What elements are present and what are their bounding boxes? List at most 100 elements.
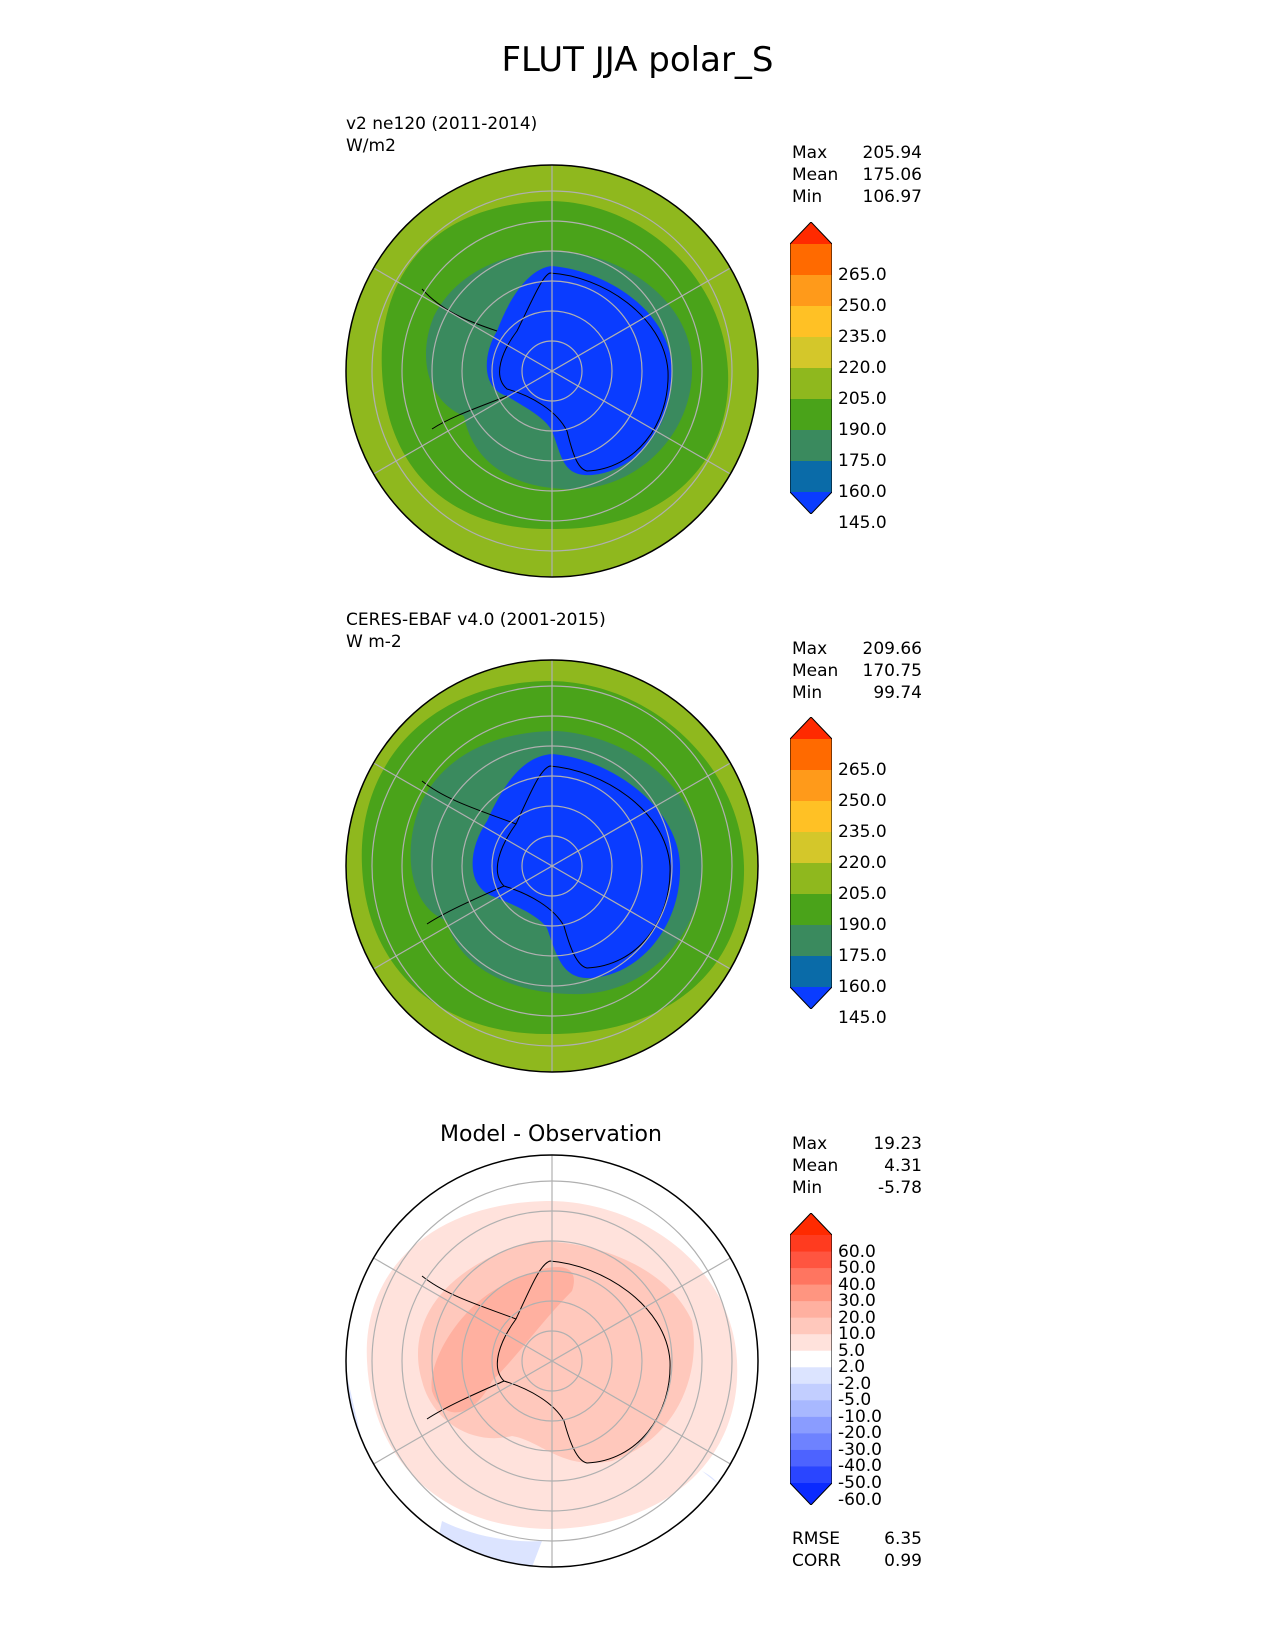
panel2-label: CERES-EBAF v4.0 (2001-2015) [346,610,606,630]
colorbar-segment [790,1367,832,1385]
panel2-polar-map [345,659,759,1073]
colorbar-tick-label: 175.0 [838,946,887,966]
colorbar-segment [790,1334,832,1352]
stat-row: Max 19.23 [792,1133,922,1155]
colorbar-segment [790,461,832,493]
colorbar-tick-label: 265.0 [838,265,887,285]
stat-label: Max [792,143,828,163]
colorbar-extend-bottom [790,1483,832,1505]
colorbar-segment [790,863,832,895]
colorbar-tick-label: 2.0 [838,1357,866,1378]
panel1-stats: Max 205.94 Mean 175.06 Min 106.97 [792,142,922,208]
figure-title: FLUT JJA polar_S [501,40,774,80]
colorbar-tick-label: 60.0 [838,1241,876,1262]
metric-value: 0.99 [884,1551,922,1571]
colorbar-segment [790,244,832,276]
colorbar-segment [790,430,832,462]
stat-row: Mean 175.06 [792,164,922,186]
colorbar-segment [790,1433,832,1451]
colorbar-segment [790,1400,832,1418]
colorbar-swatches [790,1213,832,1505]
colorbar-segment [790,1350,832,1368]
colorbar-tick-label: 205.0 [838,389,887,409]
stat-value: 4.31 [884,1156,922,1176]
panel2-units: W m-2 [346,632,402,652]
metric-label: RMSE [792,1529,841,1549]
colorbar-tick-label: 5.0 [838,1340,866,1361]
stat-row: Min -5.78 [792,1177,922,1199]
colorbar-tick-label: 160.0 [838,482,887,502]
stat-row: Max 205.94 [792,142,922,164]
stat-label: Max [792,639,828,659]
colorbar-segment [790,1235,832,1253]
colorbar-extend-bottom [790,987,832,1009]
panel1-label: v2 ne120 (2011-2014) [346,114,538,134]
colorbar-extend-top [790,1213,832,1235]
colorbar-tick-label: -60.0 [838,1489,882,1510]
stat-value: 209.66 [862,639,922,659]
panel1-colorbar: 265.0 250.0 235.0 220.0 205.0 190.0 175.0 160.0… [790,222,887,532]
colorbar-tick-label: 190.0 [838,915,887,935]
colorbar-tick-label: 250.0 [838,296,887,316]
colorbar-segment [790,832,832,864]
panel3-stats: Max 19.23 Mean 4.31 Min -5.78 [792,1133,922,1199]
colorbar-segment [790,770,832,802]
stat-label: Max [792,1134,828,1154]
colorbar-tick-label: 205.0 [838,884,887,904]
stat-label: Min [792,1178,823,1198]
colorbar-extend-top [790,222,832,244]
colorbar-tick-label: -30.0 [838,1439,882,1460]
colorbar-tick-label: 250.0 [838,791,887,811]
stat-row: Mean 4.31 [792,1155,922,1177]
colorbar-tick-label: 220.0 [838,853,887,873]
colorbar-tick-label: 175.0 [838,451,887,471]
colorbar-segment [790,399,832,431]
stat-value: 99.74 [873,683,922,703]
colorbar-tick-label: -5.0 [838,1390,872,1411]
colorbar-segment [790,1383,832,1401]
metric-value: 6.35 [884,1529,922,1549]
stat-value: 106.97 [862,187,922,207]
stat-row: RMSE 6.35 [792,1528,922,1550]
colorbar-tick-label: 220.0 [838,358,887,378]
colorbar-segment [790,1449,832,1467]
colorbar-segment [790,306,832,338]
panel3-polar-map [345,1154,759,1568]
colorbar-tick-label: -10.0 [838,1406,882,1427]
colorbar-tick-label: -50.0 [838,1473,882,1493]
colorbar-segment [790,1416,832,1434]
panel3-colorbar: 60.0 50.0 40.0 30.0 20.0 10.0 5.0 2.0 -2.0 -5.0 -1… [790,1213,882,1509]
colorbar-segment [790,894,832,926]
colorbar-tick-label: 235.0 [838,327,887,347]
panel1-units: W/m2 [346,136,396,156]
colorbar-segment [790,925,832,957]
stat-row: Mean 170.75 [792,660,922,682]
colorbar-extend-bottom [790,492,832,514]
colorbar-segment [790,1317,832,1335]
colorbar-segment [790,801,832,833]
stat-label: Min [792,187,823,207]
stat-row: CORR 0.99 [792,1550,922,1572]
stat-row: Min 106.97 [792,186,922,208]
colorbar-tick-label: 145.0 [838,513,887,533]
colorbar-segment [790,1301,832,1319]
colorbar-segment [790,1251,832,1269]
colorbar-segment [790,739,832,771]
colorbar-tick-label: 160.0 [838,977,887,997]
colorbar-tick-label: 265.0 [838,760,887,780]
colorbar-segment [790,1466,832,1484]
stat-row: Min 99.74 [792,682,922,704]
metric-label: CORR [792,1551,841,1571]
colorbar-tick-label: -2.0 [838,1373,872,1394]
stat-value: 175.06 [862,165,922,185]
stat-label: Mean [792,165,839,185]
colorbar-segment [790,368,832,400]
colorbar-tick-label: -20.0 [838,1423,882,1444]
colorbar-tick-label: -40.0 [838,1456,882,1477]
panel2-colorbar: 265.0 250.0 235.0 220.0 205.0 190.0 175.0 160.0… [790,717,887,1027]
stat-label: Mean [792,661,839,681]
panel3-title: Model - Observation [440,1122,662,1147]
stat-label: Mean [792,1156,839,1176]
panel2-stats: Max 209.66 Mean 170.75 Min 99.74 [792,638,922,704]
colorbar-segment [790,275,832,307]
